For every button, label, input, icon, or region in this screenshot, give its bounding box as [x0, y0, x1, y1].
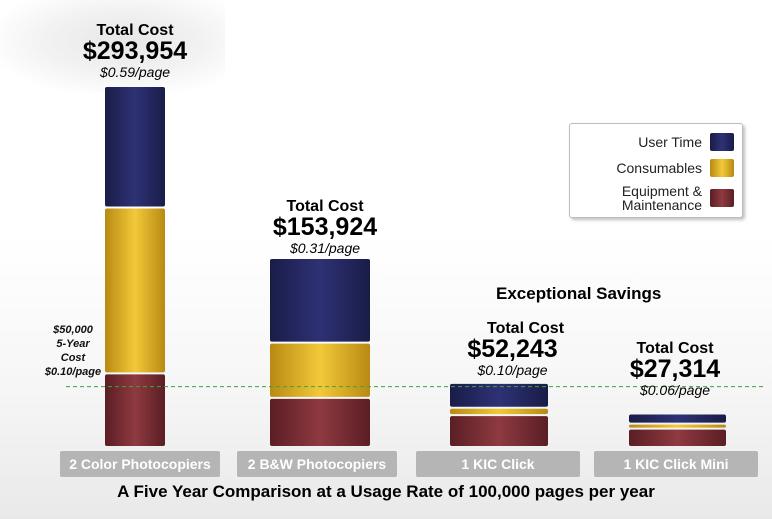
legend-label: Consumables: [616, 160, 702, 176]
per-page-cost: $0.31/page: [289, 240, 361, 256]
bar-segment-consumables-0: [105, 208, 165, 373]
legend-item-equipment: Equipment & Maintenance: [592, 184, 734, 212]
total-caption: Total Cost: [636, 340, 714, 357]
bar-segment-equipment-maintenance-2: [450, 416, 548, 446]
threshold-label-line: 5-Year: [56, 338, 90, 350]
bar-segment-equipment-maintenance-3: [629, 429, 726, 446]
legend-swatch: [710, 159, 734, 177]
legend-item-user-time: User Time: [638, 133, 734, 151]
total-label-0: Total Cost $293,954 $0.59/page: [70, 22, 200, 80]
bar-segment-user-time-1: [270, 258, 370, 342]
highlight-glow: [0, 0, 225, 92]
bar-segment-user-time-0: [105, 87, 165, 207]
bar-segment-consumables-3: [629, 424, 726, 428]
legend: User Time Consumables Equipment & Mainte…: [569, 123, 743, 218]
savings-annotation: Exceptional Savings: [496, 284, 662, 303]
per-page-cost: $0.10/page: [477, 362, 548, 378]
threshold-label-line: $0.10/page: [44, 366, 102, 378]
threshold-label-line: Cost: [60, 352, 86, 364]
total-label-1: Total Cost $153,924 $0.31/page: [255, 198, 395, 256]
total-amount: $293,954: [82, 37, 188, 65]
legend-label: User Time: [638, 134, 702, 150]
legend-swatch: [710, 189, 734, 207]
bar-segment-consumables-1: [270, 343, 370, 397]
total-caption: Total Cost: [486, 320, 565, 337]
threshold-label-line: $50,000: [53, 324, 93, 336]
total-caption: Total Cost: [286, 198, 364, 215]
bar-segment-equipment-maintenance-0: [105, 374, 165, 446]
category-label-3: 1 KIC Click Mini: [594, 451, 758, 477]
total-amount: $153,924: [272, 213, 378, 241]
threshold-label: $50,000 5-Year Cost $0.10/page: [34, 323, 112, 379]
bar-segment-equipment-maintenance-1: [270, 398, 370, 446]
legend-label: Equipment & Maintenance: [621, 183, 702, 213]
bar-segment-consumables-2: [450, 408, 548, 415]
category-label-0: 2 Color Photocopiers: [60, 451, 220, 477]
total-amount: $52,243: [467, 335, 558, 363]
chart-subtitle: A Five Year Comparison at a Usage Rate o…: [117, 482, 655, 501]
bar-segment-user-time-2: [450, 383, 548, 407]
legend-item-consumables: Consumables: [616, 159, 734, 177]
per-page-cost: $0.06/page: [639, 382, 711, 398]
total-label-3: Total Cost $27,314 $0.06/page: [610, 340, 740, 398]
category-label-2: 1 KIC Click: [416, 451, 580, 477]
legend-swatch: [710, 133, 734, 151]
category-label-1: 2 B&W Photocopiers: [237, 451, 397, 477]
per-page-cost: $0.59/page: [99, 64, 171, 80]
bar-segment-user-time-3: [629, 414, 726, 423]
total-caption: Total Cost: [96, 22, 174, 39]
total-label-2: Total Cost $52,243 $0.10/page: [440, 320, 585, 378]
total-amount: $27,314: [629, 355, 721, 383]
